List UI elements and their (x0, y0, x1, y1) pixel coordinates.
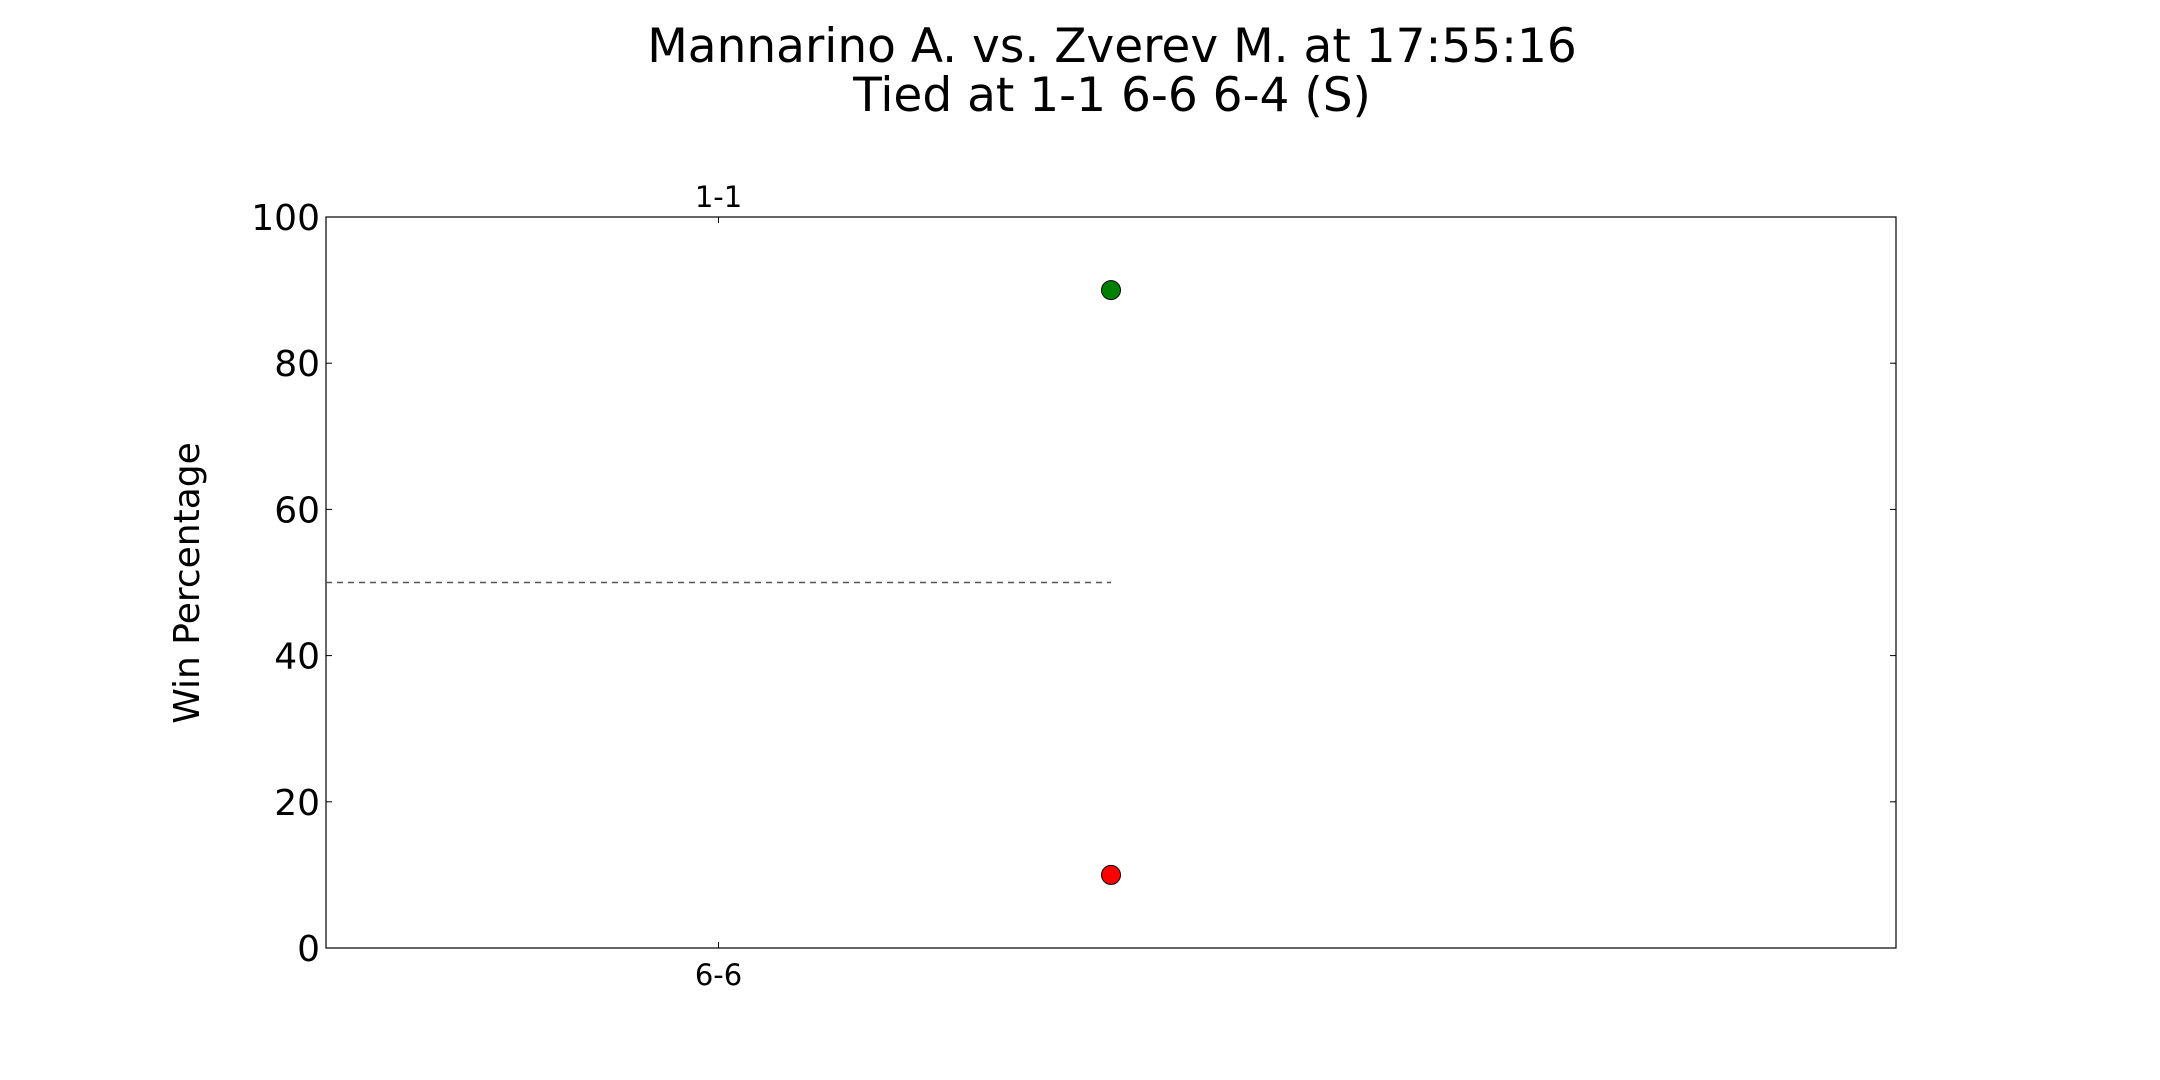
y-axis-label: Win Percentage (167, 442, 208, 724)
top-x-tick-label: 1-1 (695, 180, 742, 214)
y-tick-label: 100 (251, 198, 320, 239)
plot-area: 0 20 40 60 80 100 1-1 6-6 (251, 180, 1897, 992)
chart-subtitle: Tied at 1-1 6-6 6-4 (S) (852, 68, 1371, 123)
data-point-red (1101, 864, 1121, 885)
y-tick-label: 80 (274, 344, 320, 385)
y-tick-label: 20 (274, 783, 320, 824)
y-tick-label: 40 (274, 637, 320, 678)
chart-title: Mannarino A. vs. Zverev M. at 17:55:16 (647, 19, 1577, 74)
y-tick-label: 0 (297, 929, 320, 970)
data-point-green (1101, 280, 1121, 301)
bottom-x-tick-label: 6-6 (695, 958, 742, 992)
y-tick-label: 60 (274, 490, 320, 531)
